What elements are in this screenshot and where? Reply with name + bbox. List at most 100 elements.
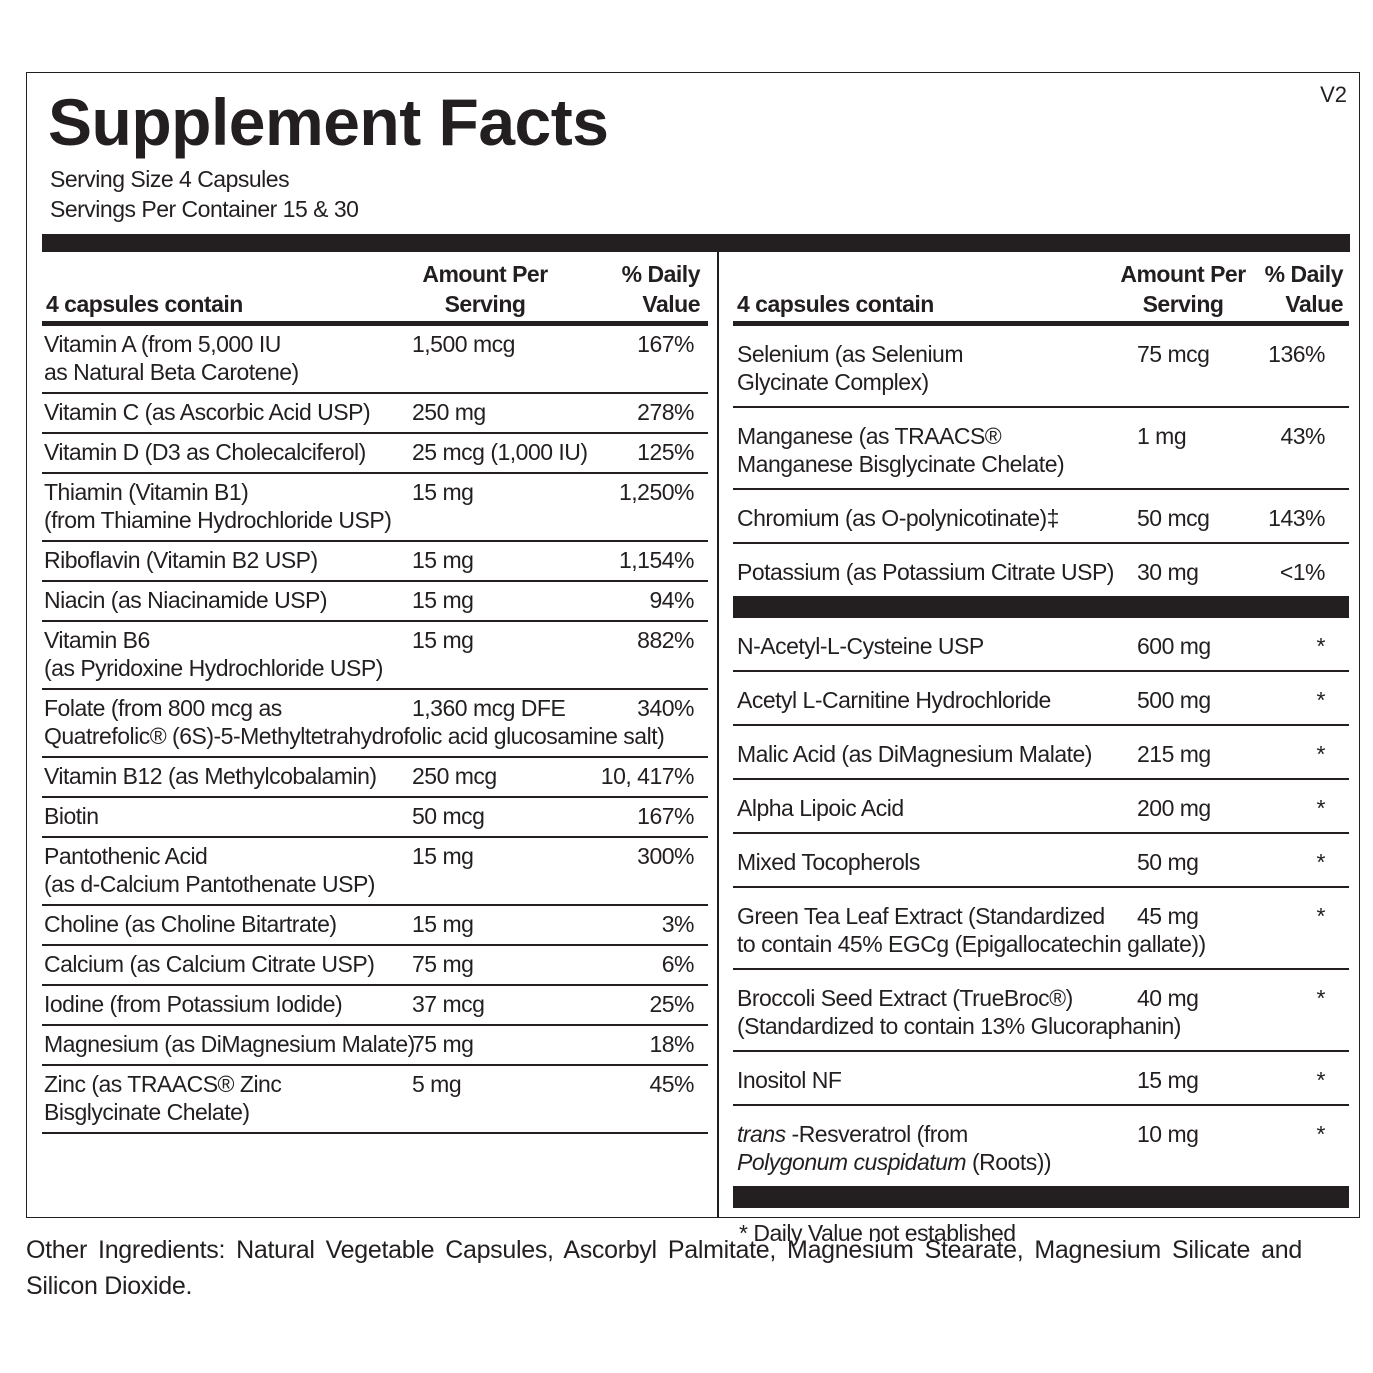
- name-text: (from Thiamine Hydrochloride USP): [44, 507, 392, 533]
- name-text: Biotin: [44, 803, 99, 829]
- nutrient-name: Vitamin D (D3 as Cholecalciferol): [44, 438, 708, 466]
- name-text: Potassium (as Potassium Citrate USP): [737, 559, 1114, 585]
- table-row: Chromium (as O-polynicotinate)‡ 50 mcg 143…: [733, 490, 1349, 544]
- header-amount-line1: Amount Per: [1120, 261, 1246, 287]
- name-text: Alpha Lipoic Acid: [737, 795, 904, 821]
- name-text: Folate (from 800 mcg as: [44, 695, 282, 721]
- daily-value: 882%: [637, 627, 694, 653]
- amount-per-serving: 15 mg: [1137, 1067, 1199, 1093]
- name-line-1: Niacin (as Niacinamide USP): [44, 586, 708, 614]
- daily-value: 125%: [637, 439, 694, 465]
- daily-value: *: [1316, 985, 1326, 1011]
- name-line-2: (as Pyridoxine Hydrochloride USP): [44, 654, 708, 682]
- version-tag: V2: [1320, 82, 1347, 107]
- amount-per-serving: 600 mg: [1137, 633, 1211, 659]
- amount-per-serving: 5 mg: [412, 1071, 462, 1097]
- name-text: (as d-Calcium Pantothenate USP): [44, 871, 375, 897]
- name-text: Quatrefolic® (6S)-5-Methyltetrahydrofoli…: [44, 723, 665, 749]
- daily-value: 1,250%: [618, 479, 695, 505]
- amount-per-serving: 30 mg: [1137, 559, 1199, 585]
- table-row: Biotin 50 mcg 167%: [42, 798, 708, 838]
- name-line-1: Iodine (from Potassium Iodide): [44, 990, 708, 1018]
- amount-per-serving: 25 mcg (1,000 IU): [412, 439, 588, 465]
- amount-per-serving: 45 mg: [1137, 903, 1199, 929]
- name-text: N-Acetyl-L-Cysteine USP: [737, 633, 984, 659]
- daily-value: 143%: [1268, 505, 1325, 531]
- amount-per-serving: 75 mg: [412, 951, 474, 977]
- daily-value: *: [1316, 903, 1326, 929]
- name-line-1: Folate (from 800 mcg as: [44, 694, 708, 722]
- serving-size: Serving Size 4 Capsules: [50, 166, 290, 192]
- name-text: -Resveratrol (from: [785, 1121, 969, 1147]
- table-row: Iodine (from Potassium Iodide) 37 mcg 25%: [42, 986, 708, 1026]
- name-text: Broccoli Seed Extract (TrueBroc®): [737, 985, 1073, 1011]
- name-text: Magnesium (as DiMagnesium Malate): [44, 1031, 415, 1057]
- name-line-1: Riboflavin (Vitamin B2 USP): [44, 546, 708, 574]
- nutrient-name: Thiamin (Vitamin B1) (from Thiamine Hydro…: [44, 478, 708, 534]
- name-text: to contain 45% EGCg (Epigallocatechin ga…: [737, 931, 1206, 957]
- name-line-1: N-Acetyl-L-Cysteine USP: [737, 632, 1349, 660]
- label-frame: [26, 72, 1360, 1218]
- header-daily-value: % Daily Value: [600, 259, 708, 319]
- header-amount-line1: Amount Per: [422, 261, 548, 287]
- daily-value: *: [1316, 1067, 1326, 1093]
- name-text: Inositol NF: [737, 1067, 842, 1093]
- name-text: Bisglycinate Chelate): [44, 1099, 250, 1125]
- name-text: Vitamin C (as Ascorbic Acid USP): [44, 399, 371, 425]
- nutrient-name: Acetyl L-Carnitine Hydrochloride: [737, 686, 1349, 714]
- nutrient-name: Vitamin A (from 5,000 IU as Natural Beta …: [44, 330, 708, 386]
- amount-per-serving: 250 mcg: [412, 763, 497, 789]
- name-text: Acetyl L-Carnitine Hydrochloride: [737, 687, 1051, 713]
- name-text: Manganese Bisglycinate Chelate): [737, 451, 1065, 477]
- right-nutrient-table: 4 capsules contain Amount Per Serving % D…: [733, 252, 1349, 1247]
- name-line-1: Biotin: [44, 802, 708, 830]
- label-title: Supplement Facts: [48, 85, 609, 159]
- name-line-1: Mixed Tocopherols: [737, 848, 1349, 876]
- name-line-2: Polygonum cuspidatum (Roots)): [737, 1148, 1349, 1176]
- name-line-2: as Natural Beta Carotene): [44, 358, 708, 386]
- servings-per-container: Servings Per Container 15 & 30: [50, 196, 359, 222]
- name-line-2: (Standardized to contain 13% Glucoraphan…: [737, 1012, 1349, 1040]
- daily-value: 136%: [1268, 341, 1325, 367]
- other-ingredients: Other Ingredients: Natural Vegetable Cap…: [26, 1236, 1302, 1300]
- name-line-2: to contain 45% EGCg (Epigallocatechin ga…: [737, 930, 1349, 958]
- nutrient-name: Vitamin C (as Ascorbic Acid USP): [44, 398, 708, 426]
- name-line-1: Green Tea Leaf Extract (Standardized: [737, 902, 1349, 930]
- table-row: Potassium (as Potassium Citrate USP) 30 m…: [733, 544, 1349, 598]
- amount-per-serving: 50 mcg: [1137, 505, 1210, 531]
- nutrient-name: Folate (from 800 mcg as Quatrefolic® (6S)…: [44, 694, 708, 750]
- daily-value: 167%: [637, 331, 694, 357]
- amount-per-serving: 15 mg: [412, 627, 474, 653]
- name-line-1: Broccoli Seed Extract (TrueBroc®): [737, 984, 1349, 1012]
- nutrient-name: Mixed Tocopherols: [737, 848, 1349, 876]
- daily-value: 3%: [661, 911, 695, 937]
- table-row: Vitamin A (from 5,000 IU as Natural Beta …: [42, 326, 708, 394]
- daily-value: *: [1316, 849, 1326, 875]
- table-row: Choline (as Choline Bitartrate) 15 mg 3%: [42, 906, 708, 946]
- daily-value: 18%: [649, 1031, 694, 1057]
- amount-per-serving: 15 mg: [412, 911, 474, 937]
- table-row: Manganese (as TRAACS® Manganese Bisglycin…: [733, 408, 1349, 490]
- nutrient-name: Malic Acid (as DiMagnesium Malate): [737, 740, 1349, 768]
- name-line-1: Malic Acid (as DiMagnesium Malate): [737, 740, 1349, 768]
- nutrient-name: trans -Resveratrol (from Polygonum cuspid…: [737, 1120, 1349, 1176]
- table-row: Inositol NF 15 mg *: [733, 1052, 1349, 1106]
- name-text: Malic Acid (as DiMagnesium Malate): [737, 741, 1092, 767]
- nutrient-name: Zinc (as TRAACS® Zinc Bisglycinate Chelat…: [44, 1070, 708, 1126]
- name-text: Selenium (as Selenium: [737, 341, 964, 367]
- table-row: Magnesium (as DiMagnesium Malate) 75 mg 18…: [42, 1026, 708, 1066]
- daily-value: 10, 417%: [600, 763, 695, 789]
- name-text: Manganese (as TRAACS®: [737, 423, 1002, 449]
- nutrient-name: Vitamin B6 (as Pyridoxine Hydrochloride U…: [44, 626, 708, 682]
- left-nutrient-table: 4 capsules contain Amount Per Serving % D…: [42, 252, 708, 1134]
- name-text: Thiamin (Vitamin B1): [44, 479, 249, 505]
- header-daily-value: % Daily Value: [1253, 259, 1349, 319]
- name-line-2: Manganese Bisglycinate Chelate): [737, 450, 1349, 478]
- section-divider-bar: [733, 1188, 1349, 1208]
- nutrient-name: Riboflavin (Vitamin B2 USP): [44, 546, 708, 574]
- nutrient-name: Choline (as Choline Bitartrate): [44, 910, 708, 938]
- table-row: Folate (from 800 mcg as Quatrefolic® (6S)…: [42, 690, 708, 758]
- table-row: Malic Acid (as DiMagnesium Malate) 215 mg…: [733, 726, 1349, 780]
- name-line-1: Inositol NF: [737, 1066, 1349, 1094]
- name-line-1: Choline (as Choline Bitartrate): [44, 910, 708, 938]
